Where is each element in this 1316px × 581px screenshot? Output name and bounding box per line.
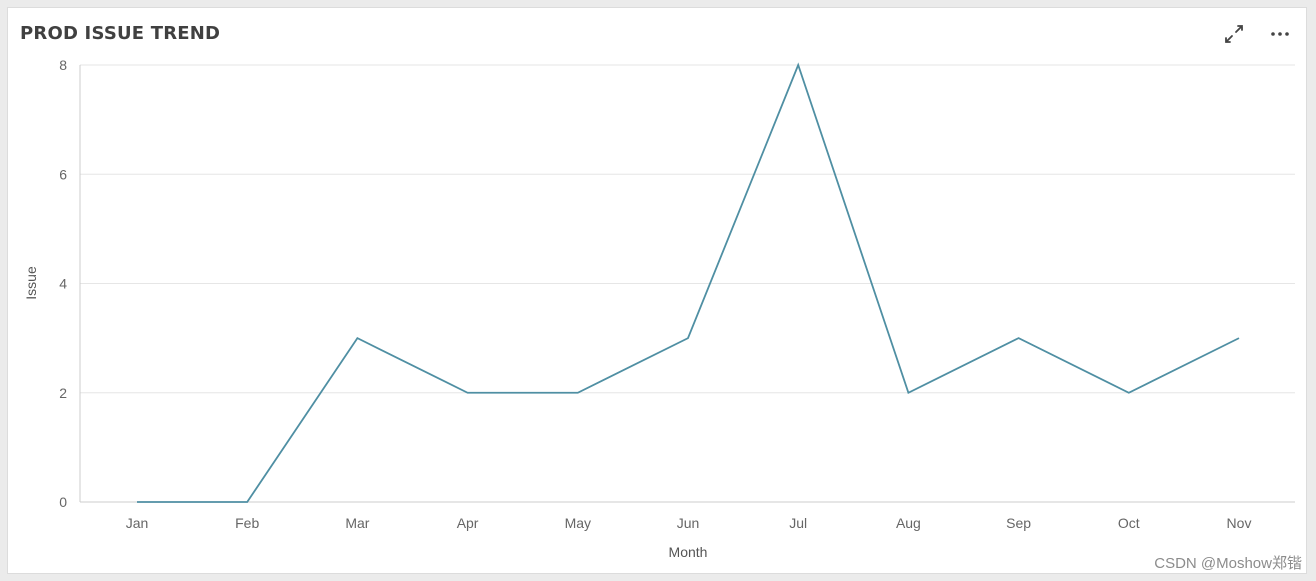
data-point[interactable]: [685, 335, 691, 341]
data-point[interactable]: [1016, 335, 1022, 341]
y-axis-title: Issue: [23, 266, 39, 300]
panel-title: PROD ISSUE TREND: [20, 23, 221, 44]
y-tick-label: 4: [59, 276, 67, 292]
y-axis-ticks: 0 2 4 6 8: [59, 57, 67, 510]
y-tick-label: 8: [59, 57, 67, 73]
watermark: CSDN @Moshow郑锴: [1154, 555, 1302, 572]
expand-arrows-icon[interactable]: [1222, 22, 1246, 46]
gridlines: [79, 64, 1295, 503]
series-layer: [134, 62, 1242, 505]
series-line: [137, 62, 1240, 503]
data-point[interactable]: [465, 390, 471, 396]
x-tick-label: Aug: [896, 515, 921, 531]
data-point[interactable]: [795, 62, 801, 68]
data-point[interactable]: [575, 390, 581, 396]
data-point[interactable]: [354, 335, 360, 341]
x-axis-ticks: Jan Feb Mar Apr May Jun Jul Aug Sep Oct Nov: [126, 515, 1252, 531]
x-tick-label: Jan: [126, 515, 149, 531]
data-point[interactable]: [244, 499, 250, 505]
x-tick-label: Jun: [677, 515, 700, 531]
data-point[interactable]: [1126, 390, 1132, 396]
x-tick-label: Jul: [789, 515, 807, 531]
y-tick-label: 6: [59, 166, 67, 182]
x-tick-label: Sep: [1006, 515, 1031, 531]
y-tick-label: 2: [59, 385, 67, 401]
x-tick-label: Nov: [1227, 515, 1252, 531]
x-axis-title: Month: [669, 544, 708, 560]
x-tick-label: Oct: [1118, 515, 1140, 531]
x-tick-label: Apr: [457, 515, 479, 531]
data-point[interactable]: [134, 499, 140, 505]
data-point[interactable]: [1236, 335, 1242, 341]
x-tick-label: May: [565, 515, 591, 531]
more-horizontal-icon[interactable]: [1268, 22, 1292, 46]
y-tick-label: 0: [59, 494, 67, 510]
data-point[interactable]: [905, 390, 911, 396]
x-tick-label: Mar: [345, 515, 369, 531]
x-tick-label: Feb: [235, 515, 259, 531]
chart-panel: PROD ISSUE TREND: [7, 7, 1307, 574]
